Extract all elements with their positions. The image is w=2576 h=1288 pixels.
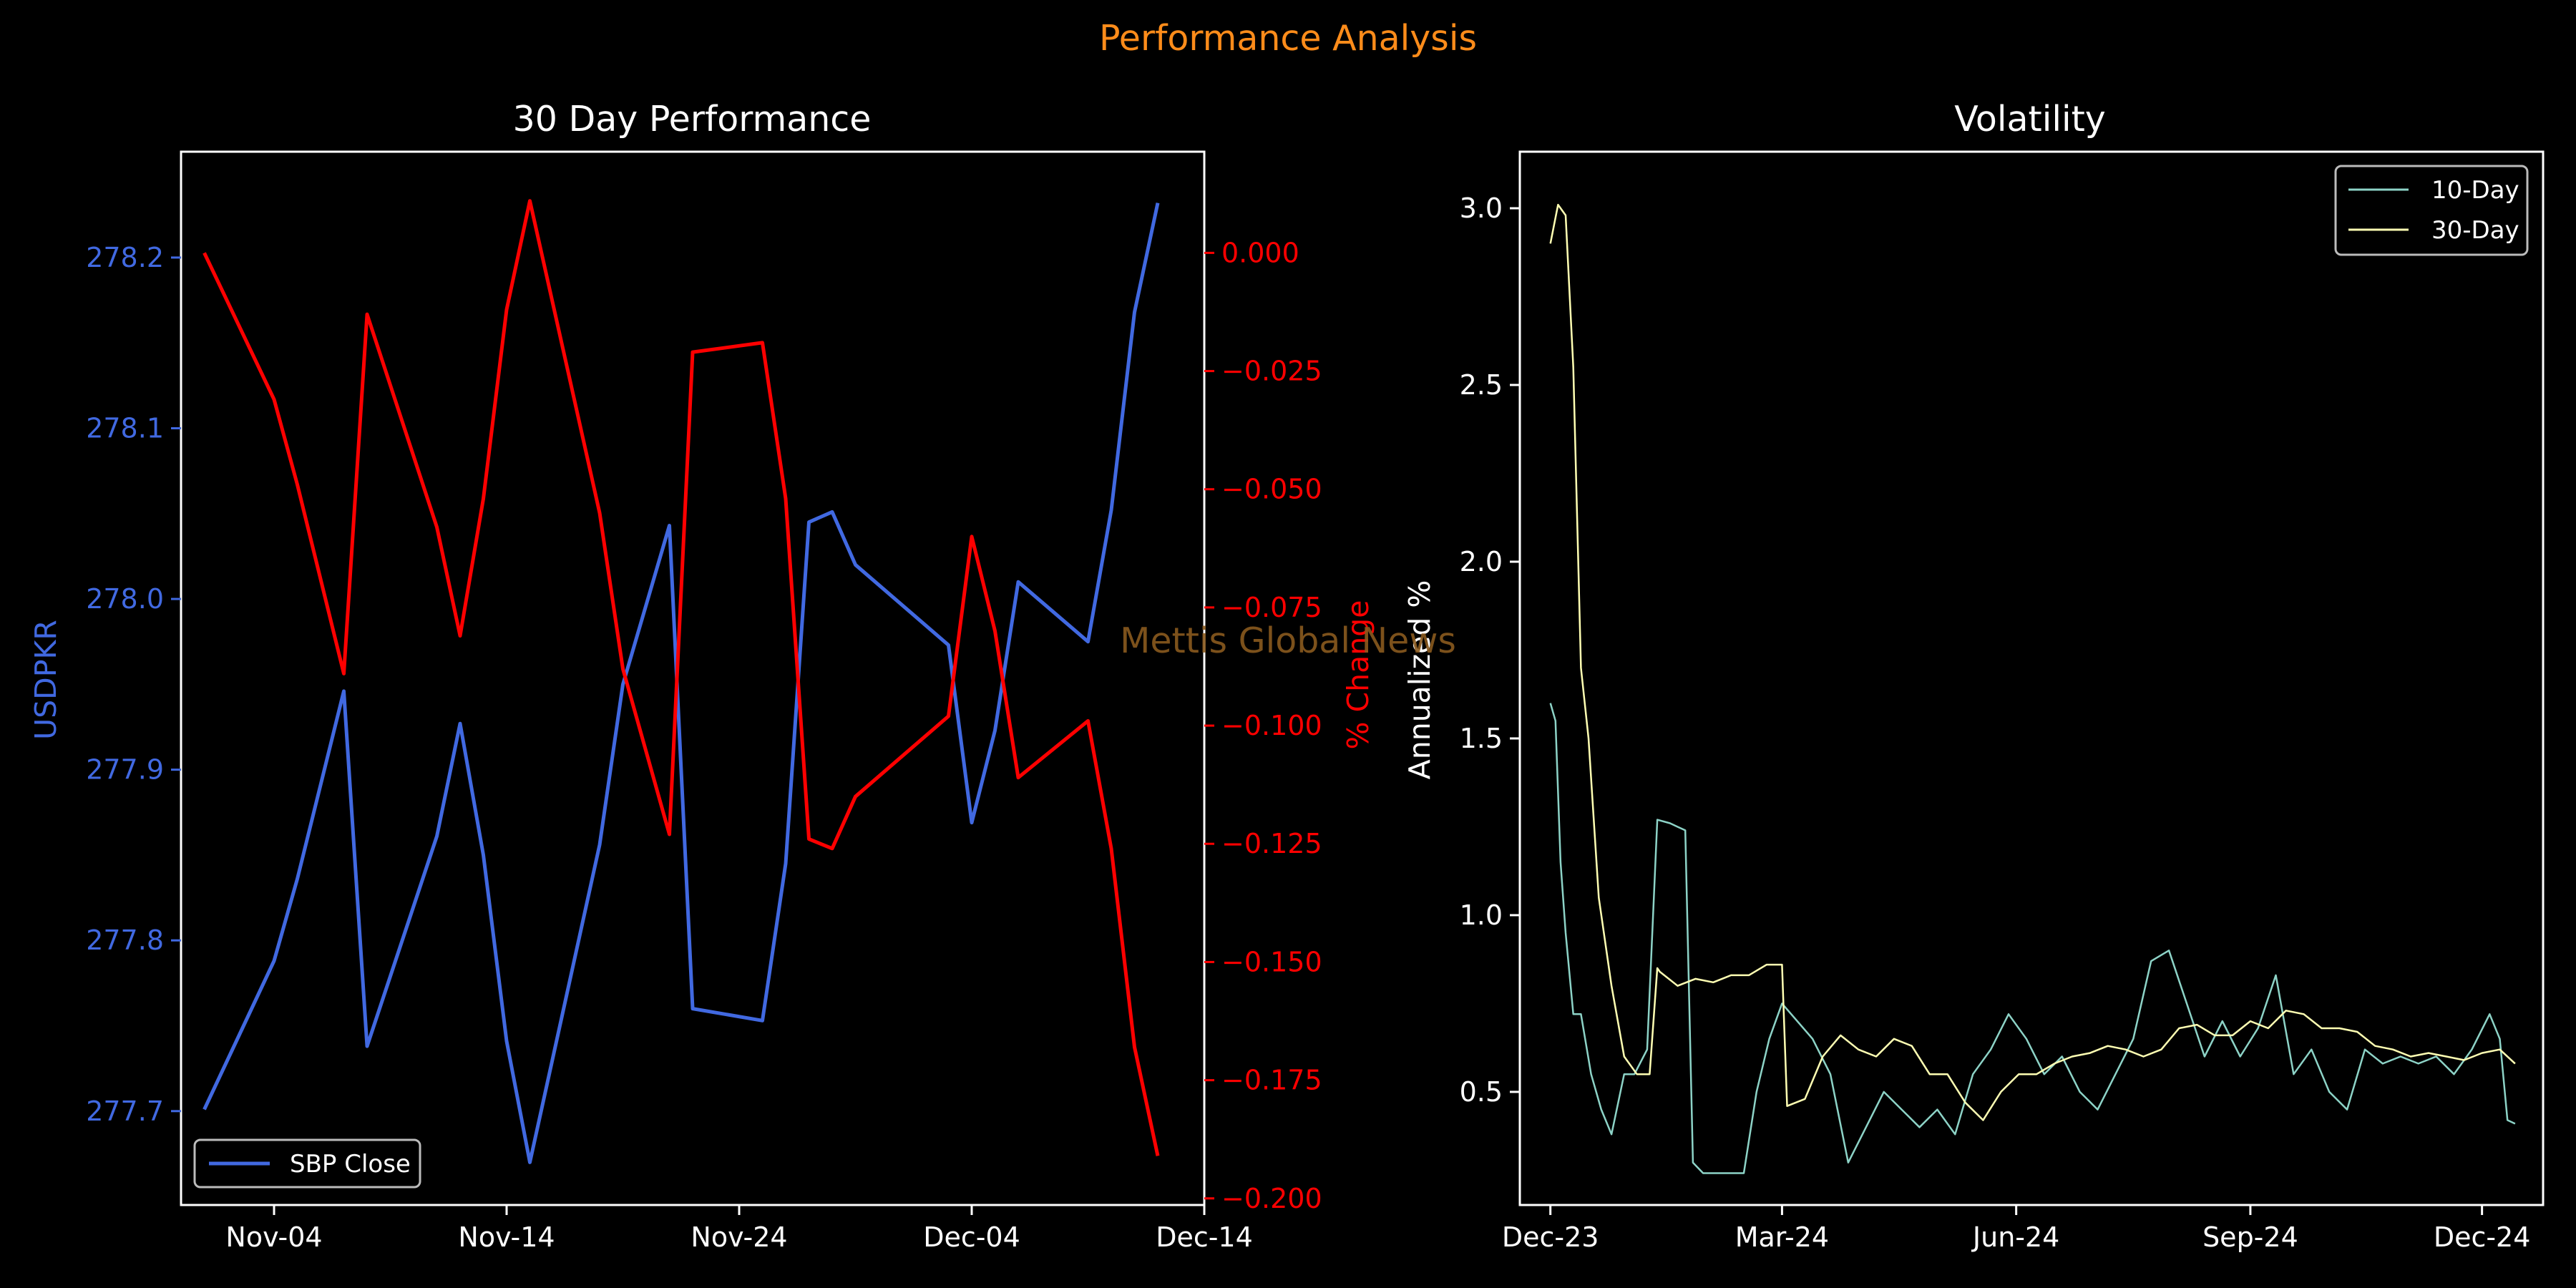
y-tick-label: 278.0 [86, 583, 164, 615]
chart-volatility: Volatility Annualized % Dec-23 Mar-24 Jun-… [1402, 99, 2545, 1253]
series-line-change [203, 199, 1160, 1156]
chart-left-y-ticks: 277.7 277.8 277.9 278.0 278.1 278.2 [86, 242, 181, 1127]
y-tick-label-right: −0.100 [1221, 710, 1322, 741]
y-tick-label: 1.5 [1460, 723, 1503, 754]
series-line-30-day [1549, 203, 2516, 1121]
chart-right-title: Volatility [1954, 99, 2106, 140]
chart-left-frame [180, 150, 1206, 1206]
y-tick-label: 3.0 [1460, 192, 1503, 224]
y-tick-label: 278.1 [86, 412, 164, 444]
legend-label-10-day: 10-Day [2431, 176, 2519, 205]
chart-right-x-ticks: Dec-23 Mar-24 Jun-24 Sep-24 Dec-24 [1502, 1205, 2531, 1253]
x-tick-label: Dec-14 [1156, 1221, 1253, 1253]
y-tick-label: 0.5 [1460, 1076, 1503, 1108]
x-tick-label: Sep-24 [2202, 1221, 2298, 1253]
y-tick-label: 2.0 [1460, 546, 1503, 577]
legend-label-30-day: 30-Day [2431, 216, 2519, 245]
x-tick-label: Nov-14 [458, 1221, 555, 1253]
chart-right-frame [1518, 150, 2545, 1206]
y-tick-label-right: −0.125 [1221, 828, 1322, 859]
y-tick-label: 277.9 [86, 754, 164, 786]
x-tick-label: Dec-23 [1502, 1221, 1599, 1253]
chart-left-y-ticks-right: 0.000 −0.025 −0.050 −0.075 −0.100 −0.125 −0.15… [1204, 237, 1322, 1214]
chart-30-day-performance: 30 Day Performance USDPKR % Change Nov-0… [29, 99, 1375, 1253]
x-tick-label: Dec-24 [2434, 1221, 2531, 1253]
chart-left-ylabel: USDPKR [29, 620, 63, 740]
y-tick-label: 277.8 [86, 924, 164, 956]
x-tick-label: Dec-04 [923, 1221, 1020, 1253]
y-tick-label-right: 0.000 [1221, 237, 1299, 268]
chart-left-marks [203, 199, 1160, 1164]
y-tick-label-right: −0.150 [1221, 946, 1322, 977]
y-tick-label-right: −0.025 [1221, 356, 1322, 387]
chart-left-x-ticks: Nov-04 Nov-14 Nov-24 Dec-04 Dec-14 [225, 1205, 1253, 1253]
y-tick-label: 277.7 [86, 1096, 164, 1127]
legend-label-sbp-close: SBP Close [290, 1150, 411, 1179]
chart-left-ylabel-right: % Change [1341, 600, 1375, 750]
y-tick-label: 1.0 [1460, 899, 1503, 931]
x-tick-label: Nov-04 [225, 1221, 322, 1253]
watermark-text: Mettis Global News [1120, 620, 1456, 661]
y-tick-label-right: −0.050 [1221, 474, 1322, 505]
x-tick-label: Nov-24 [691, 1221, 787, 1253]
legend-box [2334, 165, 2529, 256]
chart-right-y-ticks: 0.5 1.0 1.5 2.0 2.5 3.0 [1460, 192, 1520, 1108]
y-tick-label: 278.2 [86, 242, 164, 273]
chart-right-legend: 10-Day 30-Day [2334, 165, 2529, 256]
chart-right-marks [1549, 203, 2516, 1174]
legend-box [193, 1138, 421, 1189]
y-tick-label-right: −0.075 [1221, 592, 1322, 623]
series-line-sbp-close [203, 203, 1160, 1164]
y-tick-label-right: −0.175 [1221, 1065, 1322, 1096]
chart-left-legend: SBP Close [193, 1138, 421, 1189]
chart-right-ylabel: Annualized % [1402, 580, 1437, 780]
x-tick-label: Mar-24 [1735, 1221, 1829, 1253]
y-tick-label-right: −0.200 [1221, 1183, 1322, 1214]
chart-left-title: 30 Day Performance [513, 99, 872, 140]
x-tick-label: Jun-24 [1971, 1221, 2059, 1253]
y-tick-label: 2.5 [1460, 369, 1503, 401]
series-line-10-day [1549, 703, 2516, 1174]
figure-suptitle: Performance Analysis [1099, 18, 1477, 59]
